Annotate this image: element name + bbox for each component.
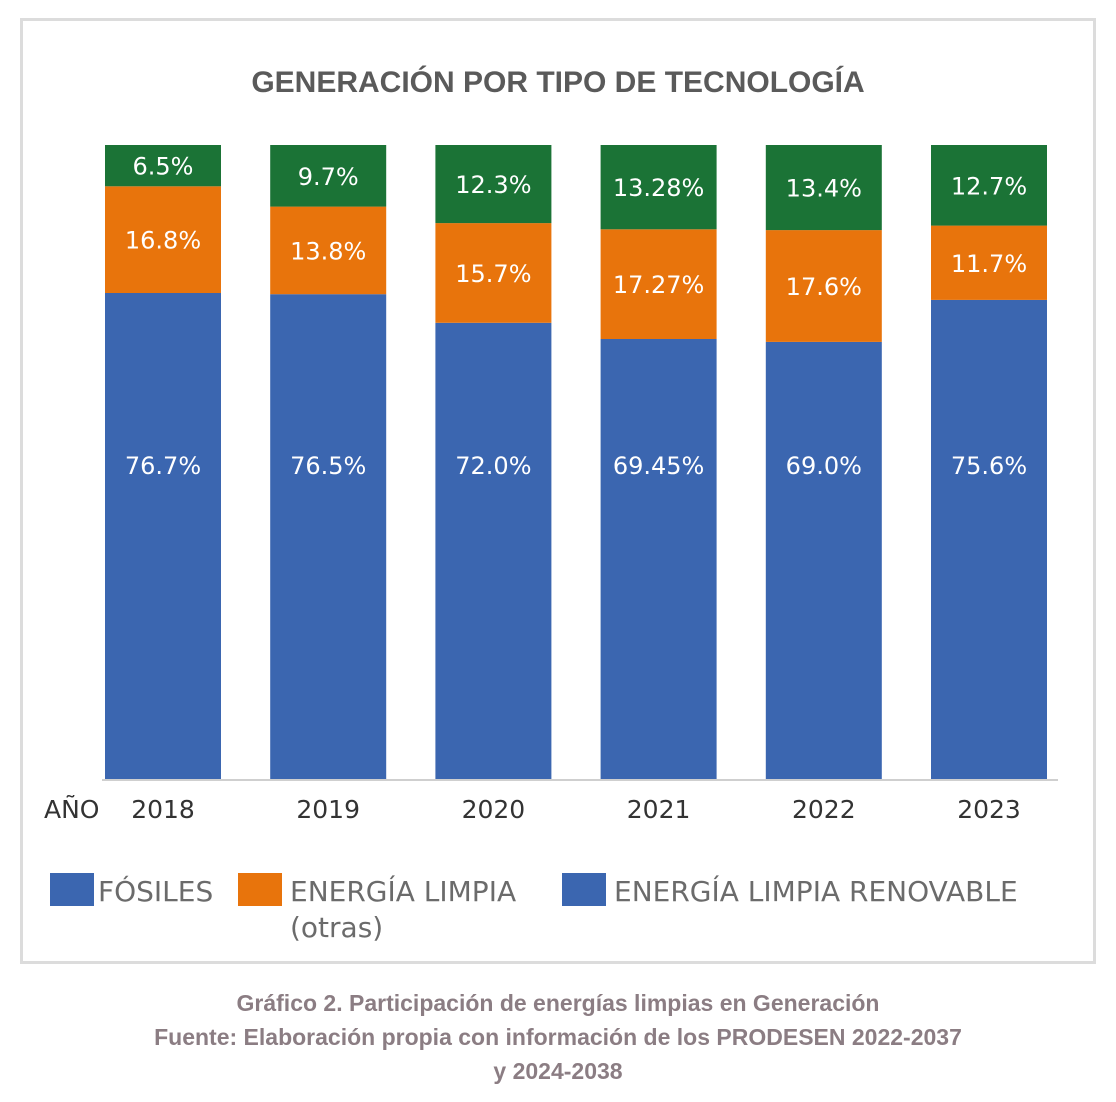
caption-line-2: Fuente: Elaboración propia con informaci…	[154, 1024, 962, 1050]
data-label-2022-series-2: 13.4%	[786, 175, 862, 203]
data-label-2020-series-0: 72.0%	[455, 452, 531, 480]
data-label-2021-series-1: 17.27%	[613, 271, 705, 299]
data-label-2023-series-0: 75.6%	[951, 452, 1027, 480]
data-label-2022-series-1: 17.6%	[786, 273, 862, 301]
data-label-2022-series-0: 69.0%	[786, 452, 862, 480]
bar-2018-series-1	[105, 186, 221, 293]
data-label-2018-series-0: 76.7%	[125, 452, 201, 480]
bar-2019-series-2	[270, 145, 387, 207]
bar-2020-series-1	[435, 223, 552, 323]
x-tick-2019: 2019	[296, 795, 360, 824]
legend-label-1: ENERGÍA LIMPIA	[290, 874, 516, 908]
legend-swatch-0	[50, 873, 94, 906]
caption-line-3: y 2024-2038	[493, 1058, 623, 1084]
data-label-2020-series-1: 15.7%	[455, 260, 531, 288]
bar-2018-series-0	[105, 293, 221, 780]
bar-2022-series-1	[765, 230, 882, 342]
data-label-2018-series-2: 6.5%	[133, 153, 194, 181]
bar-2020-series-2	[435, 145, 552, 224]
legend-label-1-line-2: (otras)	[290, 911, 383, 944]
bar-2023-series-2	[931, 145, 1047, 226]
legend: FÓSILES ENERGÍA LIMPIA(otras) ENERGÍA LIMP…	[50, 873, 1018, 944]
bars-group: 76.7% 16.8% 6.5% 76.5% 13.8% 9.7% 72.0% 15.7% 12…	[105, 145, 1047, 780]
data-label-2023-series-2: 12.7%	[951, 172, 1027, 200]
bar-2018-series-2	[105, 145, 221, 187]
x-tick-2023: 2023	[957, 795, 1021, 824]
data-label-2019-series-0: 76.5%	[290, 452, 366, 480]
bar-2019-series-0	[270, 294, 387, 780]
x-tick-2018: 2018	[131, 795, 195, 824]
bar-2020-series-0	[435, 322, 552, 780]
data-label-2021-series-0: 69.45%	[613, 452, 705, 480]
x-tick-2022: 2022	[792, 795, 856, 824]
legend-label-0: FÓSILES	[98, 874, 213, 908]
bar-2023-series-0	[931, 299, 1047, 780]
chart-title: GENERACIÓN POR TIPO DE TECNOLOGÍA	[251, 65, 864, 99]
caption-line-1: Gráfico 2. Participación de energías lim…	[236, 990, 880, 1016]
data-label-2023-series-1: 11.7%	[951, 250, 1027, 278]
bar-2019-series-1	[270, 206, 387, 295]
stacked-bar-chart: GENERACIÓN POR TIPO DE TECNOLOGÍA 76.7% 1…	[44, 65, 1058, 944]
data-label-2021-series-2: 13.28%	[613, 174, 705, 202]
bar-2021-series-1	[600, 229, 717, 339]
data-label-2018-series-1: 16.8%	[125, 227, 201, 255]
legend-swatch-2	[562, 873, 606, 906]
x-tick-labels: 2018 2019 2020 2021 2022 2023	[131, 795, 1021, 824]
bar-2021-series-2	[600, 145, 717, 230]
data-label-2019-series-1: 13.8%	[290, 237, 366, 265]
x-axis-label: AÑO	[44, 794, 99, 824]
bar-2022-series-0	[765, 341, 882, 780]
data-label-2019-series-2: 9.7%	[298, 163, 359, 191]
bar-2023-series-1	[931, 225, 1047, 300]
data-label-2020-series-2: 12.3%	[455, 171, 531, 199]
x-tick-2020: 2020	[462, 795, 526, 824]
x-tick-2021: 2021	[627, 795, 691, 824]
bar-2022-series-2	[765, 145, 882, 231]
legend-label-2: ENERGÍA LIMPIA RENOVABLE	[614, 874, 1018, 908]
legend-swatch-1	[238, 873, 282, 906]
bar-2021-series-0	[600, 339, 717, 780]
